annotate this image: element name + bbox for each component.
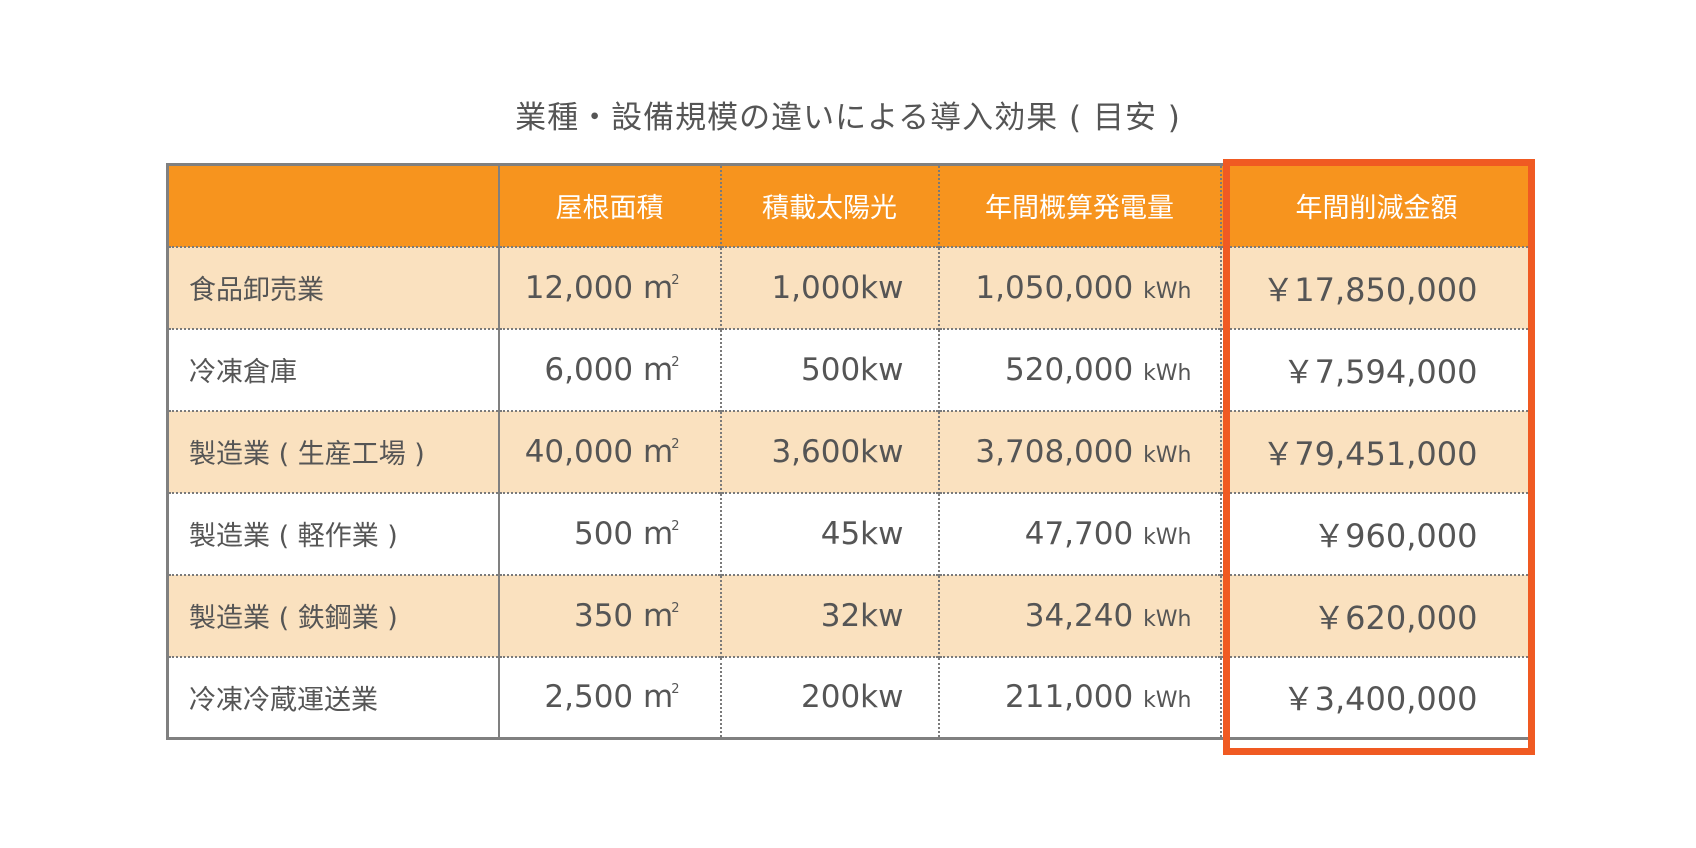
- table-row: 食品卸売業 12,000 m2 1,000kw 1,050,000 kWh ￥1…: [167, 245, 1532, 329]
- solar-capacity: 500kw: [719, 327, 939, 411]
- table-row: 製造業 ( 軽作業 ) 500 m2 45kw 47,700 kWh ￥960,…: [167, 491, 1532, 575]
- annual-generation: 47,700 kWh: [937, 491, 1221, 575]
- header-solar-capacity: 積載太陽光: [719, 164, 939, 247]
- header-row: 屋根面積 積載太陽光 年間概算発電量 年間削減金額: [167, 164, 1532, 247]
- annual-savings: ￥620,000: [1219, 573, 1532, 657]
- annual-savings: ￥79,451,000: [1219, 409, 1532, 493]
- industry-name: 製造業 ( 鉄鋼業 ): [167, 573, 500, 657]
- roof-area: 40,000 m2: [497, 409, 721, 493]
- industry-name: 製造業 ( 生産工場 ): [167, 409, 500, 493]
- table-row: 製造業 ( 生産工場 ) 40,000 m2 3,600kw 3,708,000…: [167, 409, 1532, 493]
- annual-savings: ￥17,850,000: [1219, 245, 1532, 329]
- industry-name: 冷凍倉庫: [167, 327, 500, 411]
- annual-generation: 34,240 kWh: [937, 573, 1221, 657]
- roof-area: 6,000 m2: [497, 327, 721, 411]
- table-row: 冷凍倉庫 6,000 m2 500kw 520,000 kWh ￥7,594,0…: [167, 327, 1532, 411]
- table-row: 製造業 ( 鉄鋼業 ) 350 m2 32kw 34,240 kWh ￥620,…: [167, 573, 1532, 657]
- header-roof-area: 屋根面積: [497, 164, 721, 247]
- effects-table: 屋根面積 積載太陽光 年間概算発電量 年間削減金額 食品卸売業 12,000 m…: [166, 163, 1532, 740]
- annual-generation: 1,050,000 kWh: [937, 245, 1221, 329]
- annual-savings: ￥3,400,000: [1219, 655, 1532, 739]
- industry-name: 冷凍冷蔵運送業: [167, 655, 500, 739]
- table-row: 冷凍冷蔵運送業 2,500 m2 200kw 211,000 kWh ￥3,40…: [167, 655, 1532, 739]
- industry-name: 製造業 ( 軽作業 ): [167, 491, 500, 575]
- annual-savings: ￥960,000: [1219, 491, 1532, 575]
- header-annual-savings: 年間削減金額: [1219, 164, 1532, 247]
- industry-name: 食品卸売業: [167, 245, 500, 329]
- roof-area: 500 m2: [497, 491, 721, 575]
- roof-area: 350 m2: [497, 573, 721, 657]
- annual-generation: 520,000 kWh: [937, 327, 1221, 411]
- annual-savings: ￥7,594,000: [1219, 327, 1532, 411]
- roof-area: 2,500 m2: [497, 655, 721, 739]
- table-title: 業種・設備規模の違いによる導入効果 ( 目安 ): [515, 100, 1181, 136]
- solar-capacity: 1,000kw: [719, 245, 939, 329]
- solar-capacity: 32kw: [719, 573, 939, 657]
- header-annual-generation: 年間概算発電量: [937, 164, 1221, 247]
- annual-generation: 3,708,000 kWh: [937, 409, 1221, 493]
- solar-capacity: 200kw: [719, 655, 939, 739]
- roof-area: 12,000 m2: [497, 245, 721, 329]
- annual-generation: 211,000 kWh: [937, 655, 1221, 739]
- solar-capacity: 45kw: [719, 491, 939, 575]
- header-industry: [167, 164, 499, 247]
- solar-capacity: 3,600kw: [719, 409, 939, 493]
